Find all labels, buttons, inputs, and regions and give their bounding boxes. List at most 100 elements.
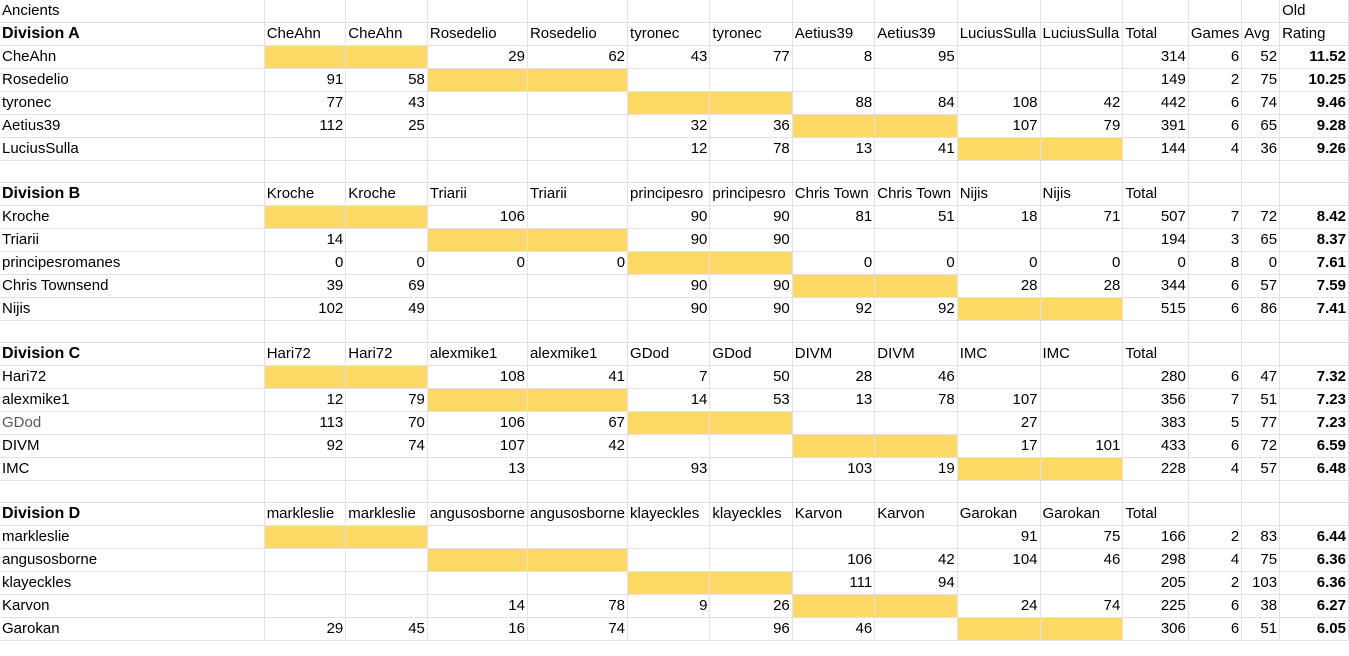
opponent-header[interactable]: IMC: [1040, 342, 1124, 366]
division-title[interactable]: Division A: [0, 22, 265, 46]
player-name[interactable]: Nijis: [0, 297, 265, 321]
score-cell[interactable]: 108: [427, 365, 528, 389]
total-cell[interactable]: 507: [1122, 205, 1189, 229]
self-match-cell[interactable]: [527, 388, 629, 412]
score-cell[interactable]: [1040, 411, 1124, 435]
score-cell[interactable]: [1040, 365, 1124, 389]
cell[interactable]: [1279, 480, 1349, 503]
score-cell[interactable]: [627, 525, 711, 549]
opponent-header[interactable]: tyronec: [627, 22, 711, 46]
cell[interactable]: [527, 480, 629, 503]
cell[interactable]: [874, 320, 958, 343]
rating-cell[interactable]: 6.59: [1279, 434, 1349, 458]
cell[interactable]: [1188, 182, 1243, 206]
self-match-cell[interactable]: [345, 365, 428, 389]
score-cell[interactable]: [957, 365, 1041, 389]
cell[interactable]: [427, 0, 528, 23]
score-cell[interactable]: [627, 548, 711, 572]
score-cell[interactable]: [427, 297, 528, 321]
cell[interactable]: [874, 160, 958, 183]
division-title[interactable]: Division C: [0, 342, 265, 366]
score-cell[interactable]: [527, 525, 629, 549]
avg-cell[interactable]: 74: [1241, 91, 1281, 115]
opponent-header[interactable]: CheAhn: [345, 22, 428, 46]
cell[interactable]: [1188, 342, 1243, 366]
score-cell[interactable]: 26: [709, 594, 793, 618]
score-cell[interactable]: 96: [709, 617, 793, 641]
score-cell[interactable]: 106: [792, 548, 876, 572]
self-match-cell[interactable]: [709, 571, 793, 595]
score-cell[interactable]: 32: [627, 114, 711, 138]
games-cell[interactable]: 7: [1188, 388, 1243, 412]
opponent-header[interactable]: IMC: [957, 342, 1041, 366]
cell[interactable]: [1241, 342, 1281, 366]
self-match-cell[interactable]: [427, 68, 528, 92]
score-cell[interactable]: [345, 228, 428, 252]
score-cell[interactable]: 24: [957, 594, 1041, 618]
avg-cell[interactable]: 65: [1241, 114, 1281, 138]
self-match-cell[interactable]: [527, 68, 629, 92]
rating-cell[interactable]: 7.23: [1279, 388, 1349, 412]
score-cell[interactable]: 90: [627, 228, 711, 252]
score-cell[interactable]: 7: [627, 365, 711, 389]
score-cell[interactable]: 50: [709, 365, 793, 389]
division-title[interactable]: Division B: [0, 182, 265, 206]
self-match-cell[interactable]: [427, 228, 528, 252]
cell[interactable]: [427, 320, 528, 343]
score-cell[interactable]: [527, 457, 629, 481]
avg-cell[interactable]: 83: [1241, 525, 1281, 549]
avg-cell[interactable]: 72: [1241, 205, 1281, 229]
games-cell[interactable]: 6: [1188, 45, 1243, 69]
opponent-header[interactable]: markleslie: [345, 502, 428, 526]
score-cell[interactable]: [1040, 228, 1124, 252]
player-name[interactable]: Triarii: [0, 228, 265, 252]
self-match-cell[interactable]: [264, 365, 347, 389]
total-cell[interactable]: 149: [1122, 68, 1189, 92]
avg-cell[interactable]: 57: [1241, 457, 1281, 481]
score-cell[interactable]: [527, 91, 629, 115]
player-name[interactable]: Garokan: [0, 617, 265, 641]
score-cell[interactable]: 77: [264, 91, 347, 115]
avg-cell[interactable]: 75: [1241, 68, 1281, 92]
avg-cell[interactable]: 75: [1241, 548, 1281, 572]
rating-cell[interactable]: 6.36: [1279, 571, 1349, 595]
games-header[interactable]: Games: [1188, 22, 1243, 46]
score-cell[interactable]: 107: [957, 388, 1041, 412]
total-cell[interactable]: 166: [1122, 525, 1189, 549]
cell[interactable]: [1279, 342, 1349, 366]
score-cell[interactable]: 0: [264, 251, 347, 275]
score-cell[interactable]: [345, 548, 428, 572]
score-cell[interactable]: [1040, 388, 1124, 412]
cell[interactable]: [1241, 0, 1281, 23]
score-cell[interactable]: 49: [345, 297, 428, 321]
score-cell[interactable]: 14: [427, 594, 528, 618]
total-cell[interactable]: 144: [1122, 137, 1189, 161]
score-cell[interactable]: [527, 571, 629, 595]
cell[interactable]: [957, 480, 1041, 503]
score-cell[interactable]: 43: [345, 91, 428, 115]
cell[interactable]: [1279, 160, 1349, 183]
games-cell[interactable]: 2: [1188, 68, 1243, 92]
score-cell[interactable]: 90: [709, 228, 793, 252]
total-cell[interactable]: 442: [1122, 91, 1189, 115]
cell[interactable]: [1279, 320, 1349, 343]
score-cell[interactable]: 95: [874, 45, 958, 69]
score-cell[interactable]: 108: [957, 91, 1041, 115]
score-cell[interactable]: 113: [264, 411, 347, 435]
score-cell[interactable]: 12: [627, 137, 711, 161]
player-name[interactable]: Karvon: [0, 594, 265, 618]
total-cell[interactable]: 344: [1122, 274, 1189, 298]
cell[interactable]: [709, 160, 793, 183]
total-header[interactable]: Total: [1122, 182, 1189, 206]
cell[interactable]: [527, 320, 629, 343]
opponent-header[interactable]: klayeckles: [627, 502, 711, 526]
score-cell[interactable]: 39: [264, 274, 347, 298]
score-cell[interactable]: 43: [627, 45, 711, 69]
score-cell[interactable]: [427, 525, 528, 549]
score-cell[interactable]: 42: [1040, 91, 1124, 115]
cell[interactable]: [627, 480, 711, 503]
cell[interactable]: [709, 480, 793, 503]
self-match-cell[interactable]: [427, 388, 528, 412]
score-cell[interactable]: 14: [264, 228, 347, 252]
score-cell[interactable]: [874, 228, 958, 252]
